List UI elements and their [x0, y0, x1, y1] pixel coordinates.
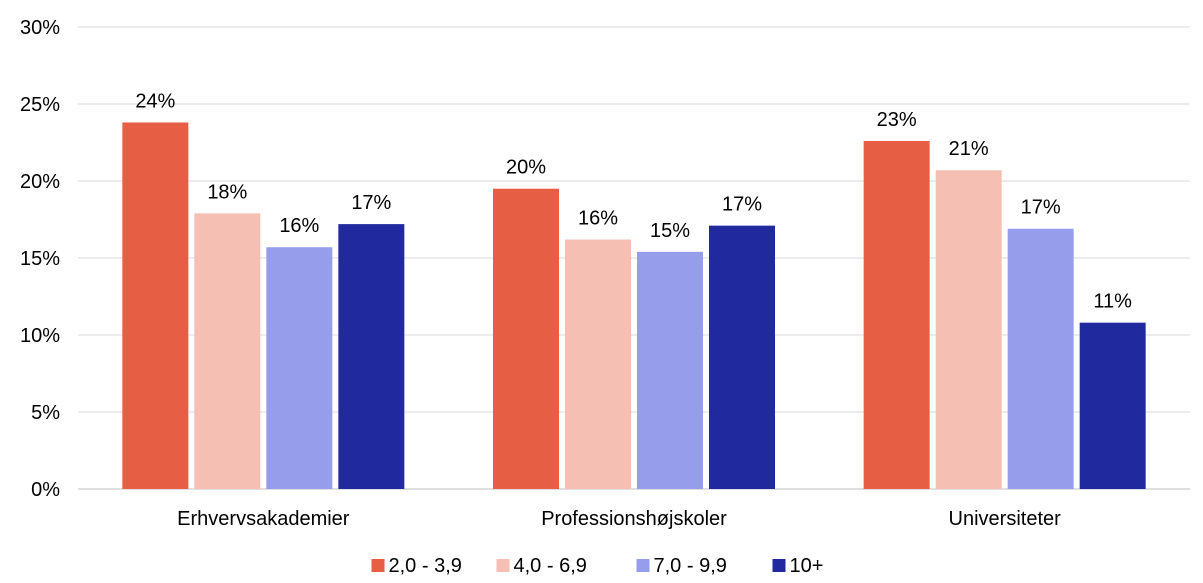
- data-label: 16%: [578, 208, 618, 230]
- bar: [637, 251, 703, 489]
- legend-label: 7,0 - 9,9: [654, 555, 727, 577]
- data-labels: 24% 18% 16% 17% 20% 16% 15% 17% 23% 21% 17% 11%: [135, 90, 1132, 312]
- gridlines: [78, 26, 1190, 490]
- legend-label: 2,0 - 3,9: [389, 555, 462, 577]
- category-label: Professionshøjskoler: [541, 508, 727, 530]
- bar: [709, 225, 775, 489]
- data-label: 24%: [135, 90, 175, 112]
- bar: [935, 170, 1002, 489]
- y-tick-label: 10%: [20, 325, 60, 347]
- data-label: 16%: [279, 215, 319, 237]
- legend-swatch: [496, 559, 510, 572]
- legend-swatch: [371, 559, 385, 572]
- y-tick-label: 30%: [20, 17, 60, 39]
- y-axis: 0% 5% 10% 15% 20% 25% 30%: [20, 17, 60, 501]
- data-label: 20%: [506, 157, 546, 179]
- bar: [1079, 322, 1146, 489]
- bar: [565, 239, 631, 489]
- legend-swatch: [636, 559, 650, 572]
- bar: [338, 224, 405, 489]
- legend-swatch: [772, 559, 786, 572]
- data-label: 17%: [722, 194, 762, 216]
- bar: [266, 247, 333, 489]
- category-label: Erhvervsakademier: [177, 508, 350, 530]
- bars: [122, 122, 1146, 490]
- x-axis: Erhvervsakademier Professionshøjskoler Uni…: [177, 508, 1061, 530]
- bar: [1007, 228, 1074, 490]
- data-label: 23%: [877, 109, 917, 131]
- data-label: 17%: [1021, 197, 1061, 219]
- legend-label: 10+: [790, 555, 824, 577]
- data-label: 21%: [949, 138, 989, 160]
- category-label: Universiteter: [949, 508, 1062, 530]
- y-tick-label: 0%: [31, 479, 60, 501]
- y-tick-label: 20%: [20, 171, 60, 193]
- data-label: 15%: [650, 220, 690, 242]
- bar: [122, 122, 189, 489]
- bar: [863, 140, 930, 489]
- y-tick-label: 5%: [31, 402, 60, 424]
- y-tick-label: 15%: [20, 248, 60, 270]
- bar: [493, 188, 559, 489]
- data-label: 11%: [1093, 291, 1132, 313]
- y-tick-label: 25%: [20, 94, 60, 116]
- bar: [194, 213, 261, 489]
- data-label: 18%: [207, 181, 247, 203]
- legend: 2,0 - 3,9 4,0 - 6,9 7,0 - 9,9 10+: [371, 555, 824, 577]
- legend-label: 4,0 - 6,9: [514, 555, 587, 577]
- data-label: 17%: [351, 192, 391, 214]
